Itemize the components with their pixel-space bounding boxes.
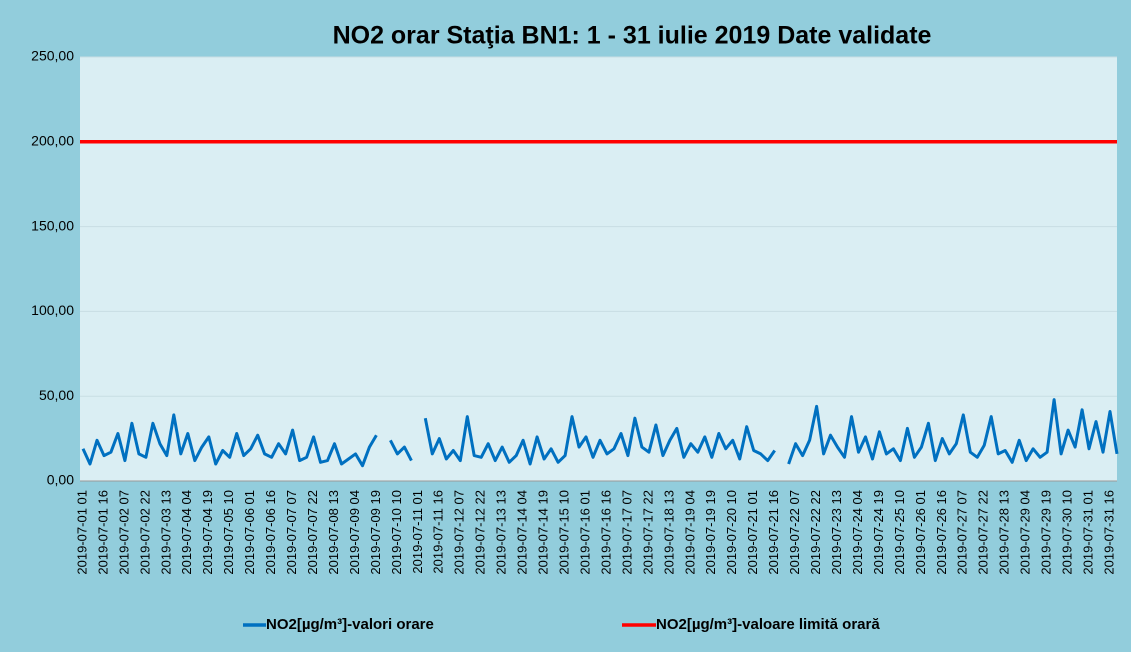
x-tick-label: 2019-07-12 22 (473, 490, 488, 575)
x-tick-label: 2019-07-31 16 (1101, 490, 1116, 575)
x-tick-label: 2019-07-15 10 (556, 490, 571, 575)
x-tick-label: 2019-07-27 07 (955, 490, 970, 575)
x-tick-label: 2019-07-06 16 (263, 490, 278, 575)
y-tick-label: 200,00 (31, 133, 74, 149)
x-tick-label: 2019-07-03 13 (158, 490, 173, 575)
x-tick-label: 2019-07-26 16 (934, 490, 949, 575)
x-tick-label: 2019-07-02 22 (137, 490, 152, 575)
x-tick-label: 2019-07-04 04 (179, 490, 194, 575)
y-tick-label: 0,00 (47, 472, 74, 488)
x-tick-label: 2019-07-16 01 (577, 490, 592, 575)
x-tick-label: 2019-07-24 19 (871, 490, 886, 575)
y-tick-label: 50,00 (39, 387, 74, 403)
legend-label: NO2[µg/m³]-valoare limită orară (656, 616, 880, 633)
x-tick-label: 2019-07-26 01 (913, 490, 928, 575)
x-tick-label: 2019-07-07 07 (284, 490, 299, 575)
x-tick-label: 2019-07-07 22 (305, 490, 320, 575)
x-tick-label: 2019-07-09 19 (368, 490, 383, 575)
x-tick-label: 2019-07-01 01 (74, 490, 89, 575)
x-tick-label: 2019-07-04 19 (200, 490, 215, 575)
x-tick-label: 2019-07-06 01 (242, 490, 257, 575)
x-tick-label: 2019-07-08 13 (326, 490, 341, 575)
x-tick-label: 2019-07-13 13 (494, 490, 509, 575)
x-tick-label: 2019-07-23 13 (829, 490, 844, 575)
chart-title: NO2 orar Staţia BN1: 1 - 31 iulie 2019 D… (333, 22, 932, 50)
x-tick-label: 2019-07-27 22 (976, 490, 991, 575)
x-tick-label: 2019-07-14 04 (515, 490, 530, 575)
plot-area (80, 57, 1117, 481)
y-tick-label: 100,00 (31, 302, 74, 318)
x-tick-label: 2019-07-17 22 (640, 490, 655, 575)
x-tick-label: 2019-07-12 07 (452, 490, 467, 575)
x-tick-label: 2019-07-22 07 (787, 490, 802, 575)
x-tick-label: 2019-07-29 04 (1018, 490, 1033, 575)
x-tick-label: 2019-07-19 04 (682, 490, 697, 575)
x-tick-label: 2019-07-19 19 (703, 490, 718, 575)
x-tick-label: 2019-07-16 16 (598, 490, 613, 575)
y-tick-label: 250,00 (31, 48, 74, 64)
x-tick-label: 2019-07-14 19 (536, 490, 551, 575)
x-tick-label: 2019-07-25 10 (892, 490, 907, 575)
x-tick-label: 2019-07-20 10 (724, 490, 739, 575)
x-tick-label: 2019-07-11 01 (410, 490, 425, 574)
x-tick-label: 2019-07-22 22 (808, 490, 823, 575)
x-tick-label: 2019-07-05 10 (221, 490, 236, 575)
x-tick-label: 2019-07-24 04 (850, 490, 865, 575)
x-tick-label: 2019-07-30 10 (1060, 490, 1075, 575)
x-tick-label: 2019-07-29 19 (1039, 490, 1054, 575)
x-tick-label: 2019-07-17 07 (619, 490, 634, 575)
x-tick-label: 2019-07-01 16 (95, 490, 110, 575)
x-tick-label: 2019-07-09 04 (347, 490, 362, 575)
x-tick-label: 2019-07-11 16 (431, 490, 446, 574)
x-tick-label: 2019-07-10 10 (389, 490, 404, 575)
data-line (81, 398, 1119, 468)
x-tick-label: 2019-07-21 16 (766, 490, 781, 575)
legend-label: NO2[µg/m³]-valori orare (266, 616, 434, 633)
x-tick-label: 2019-07-18 13 (661, 490, 676, 575)
x-tick-label: 2019-07-28 13 (997, 490, 1012, 575)
y-tick-label: 150,00 (31, 217, 74, 233)
x-tick-label: 2019-07-02 07 (116, 490, 131, 575)
x-tick-label: 2019-07-21 01 (745, 490, 760, 575)
x-tick-label: 2019-07-31 01 (1080, 490, 1095, 575)
